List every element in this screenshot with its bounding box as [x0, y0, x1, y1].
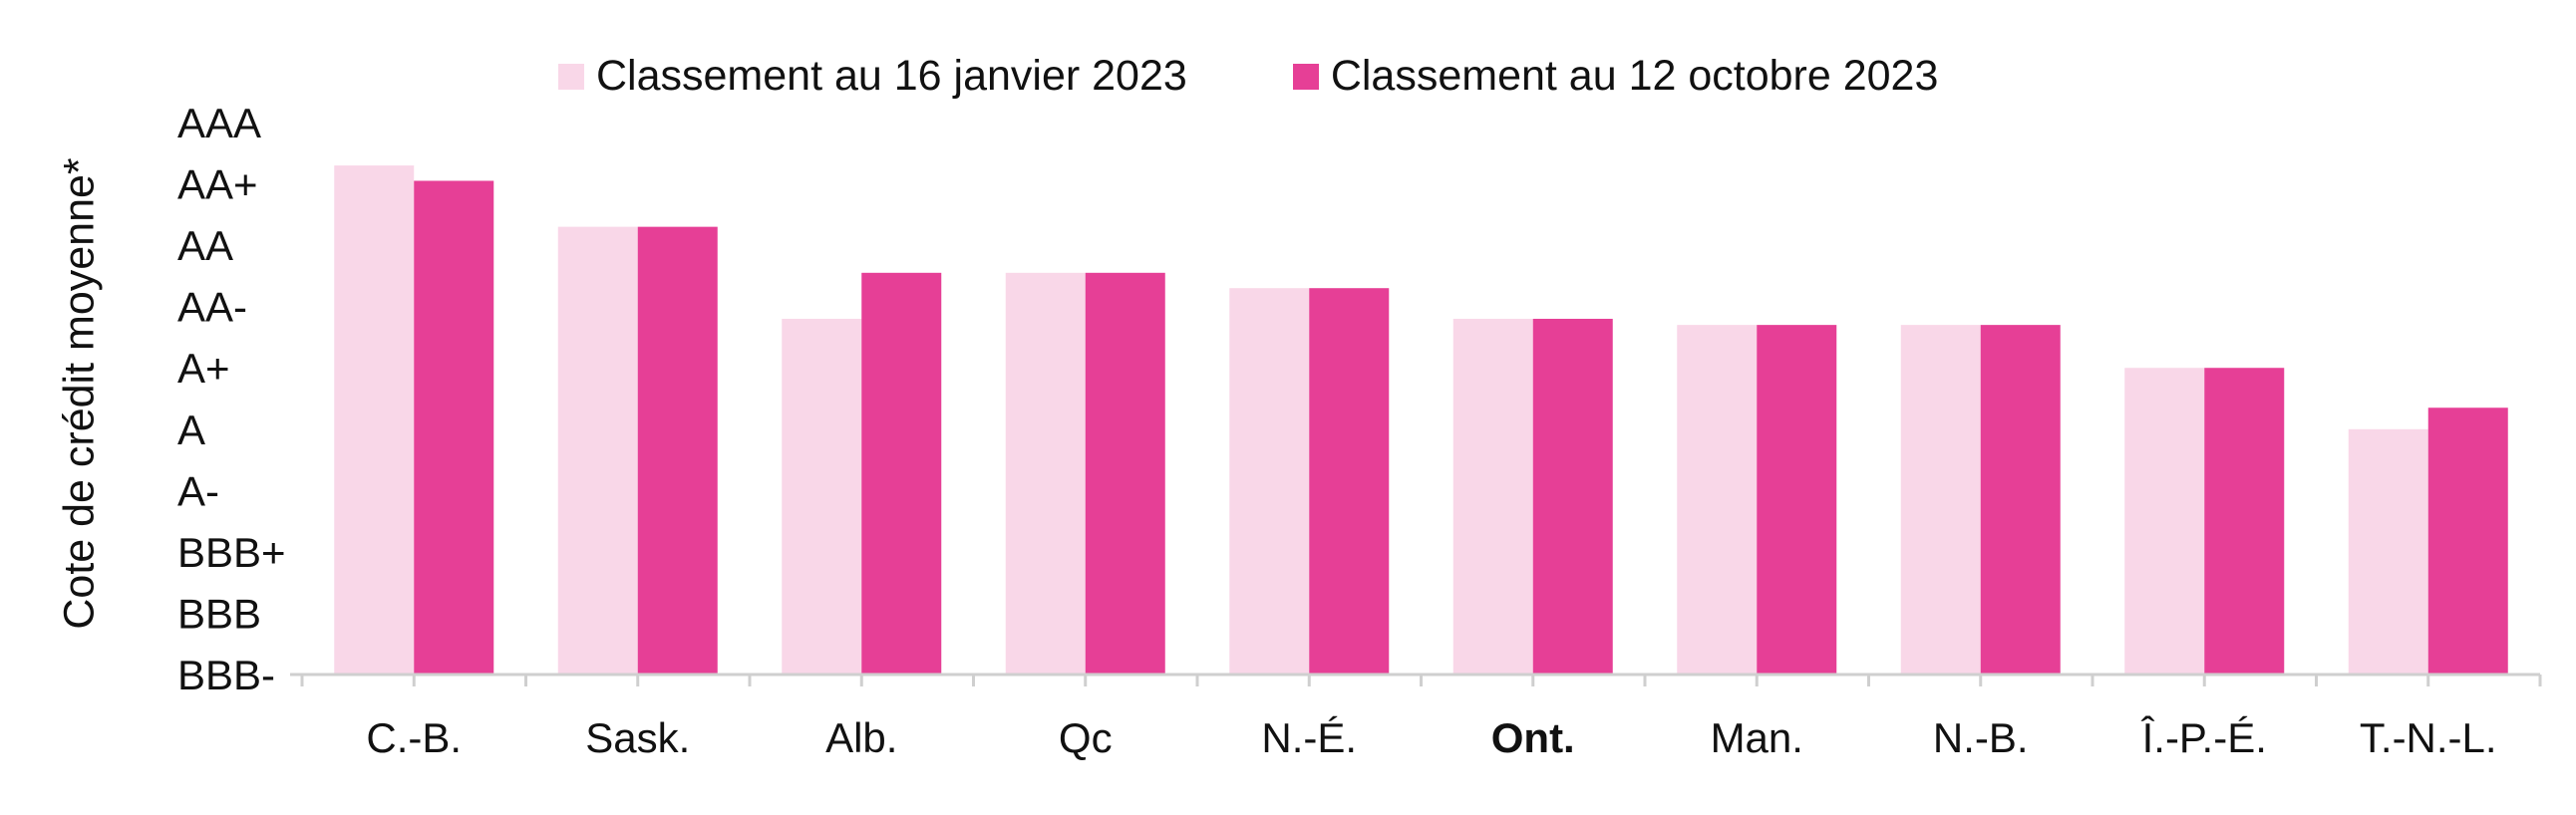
x-tick-label: Man. [1711, 714, 1803, 761]
y-tick-label: AA [177, 222, 233, 269]
bar-jan [2348, 428, 2428, 675]
bar-jan [1677, 325, 1758, 675]
bar-oct [2427, 408, 2508, 675]
x-tick-label: N.-B. [1933, 714, 2029, 761]
bar-jan [1005, 272, 1086, 675]
x-tick-label: Qc [1059, 714, 1113, 761]
legend-label-jan: Classement au 16 janvier 2023 [596, 52, 1187, 100]
y-tick-label: A- [177, 467, 219, 514]
y-tick-label: AAA [177, 100, 261, 146]
bar-oct [2204, 368, 2285, 675]
bar-jan [1452, 318, 1533, 675]
bar-jan [1229, 288, 1310, 675]
y-tick-label: AA+ [177, 161, 258, 208]
bar-jan [782, 318, 862, 675]
bar-oct [1980, 325, 2061, 675]
legend: Classement au 16 janvier 2023 Classement… [558, 52, 2044, 101]
bar-jan [557, 226, 638, 675]
bar-oct [1757, 325, 1837, 675]
x-tick-label: Alb. [825, 714, 897, 761]
y-tick-label: A+ [177, 345, 230, 392]
y-tick-label: AA- [177, 284, 247, 331]
y-tick-label: A [177, 407, 205, 453]
x-tick-label: C.-B. [366, 714, 462, 761]
legend-label-oct: Classement au 12 octobre 2023 [1330, 52, 1939, 100]
bar-oct [1309, 288, 1390, 675]
bar-oct [1085, 272, 1165, 675]
x-tick-label: Sask. [585, 714, 690, 761]
y-tick-label: BBB- [177, 652, 275, 698]
legend-swatch-jan [558, 63, 584, 90]
y-tick-label: BBB [177, 590, 261, 637]
x-tick-label: Ont. [1491, 714, 1575, 761]
bar-jan [2124, 368, 2205, 675]
y-tick-label: BBB+ [177, 529, 286, 576]
bar-oct [861, 272, 942, 675]
legend-swatch-oct [1292, 63, 1319, 90]
legend-item-oct: Classement au 12 octobre 2023 [1292, 52, 1939, 101]
bar-jan [1900, 325, 1981, 675]
bar-oct [414, 180, 494, 675]
x-tick-label: N.-É. [1261, 714, 1357, 761]
x-tick-label: Î.-P.-É. [2141, 714, 2267, 761]
legend-item-jan: Classement au 16 janvier 2023 [558, 52, 1187, 101]
x-tick-label: T.-N.-L. [2360, 714, 2497, 761]
bar-oct [1532, 318, 1613, 675]
bar-oct [637, 226, 718, 675]
bar-jan [334, 165, 415, 676]
